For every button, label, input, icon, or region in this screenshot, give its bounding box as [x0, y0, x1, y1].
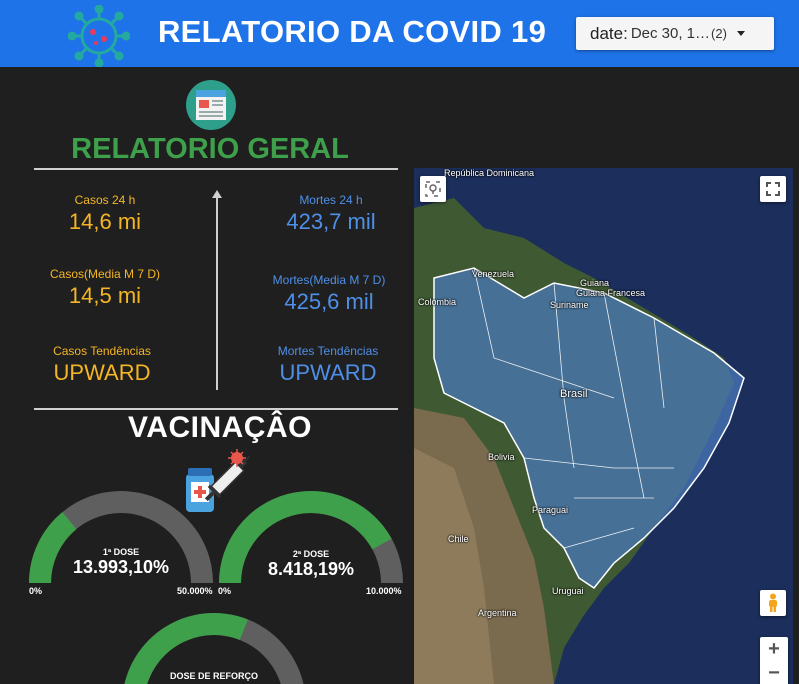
- mortes-media-label: Mortes(Media M 7 D): [272, 273, 386, 287]
- map-label-uruguai: Uruguai: [552, 586, 584, 596]
- map-label-suriname: Suriname: [550, 300, 589, 310]
- location-target-icon: [425, 181, 441, 197]
- brazil-map[interactable]: República Dominicana Venezuela Guiana Gu…: [414, 168, 793, 684]
- gauge-dose-1-text: 1ª DOSE 13.993,10%: [28, 547, 214, 578]
- relatorio-geral-title: RELATORIO GERAL: [71, 133, 349, 165]
- gauge-dose-1-fill: [29, 512, 77, 583]
- report-icon: [186, 80, 236, 130]
- map-label-venezuela: Venezuela: [472, 269, 515, 279]
- gauge-dose-2-max: 10.000%: [366, 586, 402, 596]
- map-label-republica-dominicana: República Dominicana: [444, 168, 535, 178]
- map-terrain: [414, 198, 745, 684]
- gauge-reforco-fill: [124, 613, 248, 684]
- mortes-tendencia-stat: Mortes Tendências UPWARD: [233, 344, 423, 386]
- map-label-brasil: Brasil: [560, 388, 588, 400]
- zoom-in-button[interactable]: +: [768, 638, 780, 660]
- divider-vertical: [216, 196, 218, 390]
- casos-media-value: 14,5 mi: [68, 283, 142, 308]
- gauge-dose-1-value: 13.993,10%: [72, 557, 170, 577]
- mortes-media-value: 425,6 mil: [284, 289, 374, 314]
- gauge-dose-2-fill: [219, 491, 392, 583]
- date-filter-dropdown[interactable]: date: Dec 30, 1… (2): [576, 17, 774, 50]
- gauge-dose-1-label: 1ª DOSE: [102, 547, 140, 557]
- map-label-bolivia: Bolivia: [488, 452, 515, 462]
- gauge-reforco: [124, 613, 304, 684]
- locate-button[interactable]: [420, 176, 446, 202]
- mortes-24h-stat: Mortes 24 h 423,7 mil: [236, 193, 426, 235]
- casos-tendencia-label: Casos Tendências: [53, 344, 151, 358]
- mortes-24h-label: Mortes 24 h: [299, 193, 363, 207]
- map-label-paraguai: Paraguai: [532, 505, 569, 515]
- header-bar: RELATORIO DA COVID 19 date: Dec 30, 1… (…: [0, 0, 799, 67]
- gauge-dose-1-track: [29, 491, 213, 583]
- page-title: RELATORIO DA COVID 19: [158, 14, 547, 49]
- divider-top: [34, 168, 398, 170]
- mortes-media-stat: Mortes(Media M 7 D) 425,6 mil: [234, 273, 424, 315]
- caret-down-icon: [736, 31, 745, 36]
- vacinacao-title: VACINAÇÂO: [128, 411, 312, 444]
- pegman-icon: [769, 593, 777, 612]
- gauge-dose-2-min: 0%: [218, 586, 232, 596]
- gauge-dose-2: [219, 491, 403, 583]
- fullscreen-icon: [766, 182, 780, 196]
- casos-tendencia-stat: Casos Tendências UPWARD: [7, 344, 197, 386]
- mortes-tendencia-value: UPWARD: [279, 360, 377, 385]
- street-view-button[interactable]: [760, 590, 786, 616]
- casos-24h-value: 14,6 mi: [68, 209, 142, 234]
- map-label-chile: Chile: [448, 534, 469, 544]
- map-label-guiana: Guiana: [580, 278, 610, 288]
- gauge-dose-1-max: 50.000%: [177, 586, 213, 596]
- zoom-control: + −: [760, 637, 788, 684]
- casos-24h-label: Casos 24 h: [74, 193, 136, 207]
- arrow-up-icon: [212, 190, 222, 198]
- zoom-out-button[interactable]: −: [768, 662, 780, 684]
- casos-24h-stat: Casos 24 h 14,6 mi: [10, 193, 200, 235]
- gauge-dose-2-label: 2ª DOSE: [292, 549, 330, 559]
- gauge-reforco-label: DOSE DE REFORÇO: [169, 671, 258, 681]
- date-filter-label: date:: [590, 23, 628, 43]
- date-filter-count: (2): [711, 26, 727, 41]
- fullscreen-button[interactable]: [760, 176, 786, 202]
- casos-media-stat: Casos(Media M 7 D) 14,5 mi: [10, 267, 200, 309]
- divider-middle: [34, 408, 398, 410]
- gauge-dose-1-min: 0%: [29, 586, 43, 596]
- map-label-colombia: Colombia: [418, 297, 457, 307]
- map-label-guiana-francesa: Guiana Francesa: [576, 288, 646, 298]
- mortes-tendencia-label: Mortes Tendências: [277, 344, 379, 358]
- virus-icon: [68, 5, 130, 67]
- mortes-24h-value: 423,7 mil: [286, 209, 376, 234]
- map-label-argentina: Argentina: [478, 608, 517, 618]
- gauge-dose-2-text: 2ª DOSE 8.418,19%: [218, 549, 404, 580]
- gauge-dose-1: [29, 491, 213, 583]
- casos-media-label: Casos(Media M 7 D): [49, 267, 161, 281]
- casos-tendencia-value: UPWARD: [53, 360, 151, 385]
- vaccine-icon: [186, 449, 250, 512]
- gauge-dose-2-value: 8.418,19%: [267, 559, 355, 579]
- date-filter-value: Dec 30, 1…: [630, 25, 711, 42]
